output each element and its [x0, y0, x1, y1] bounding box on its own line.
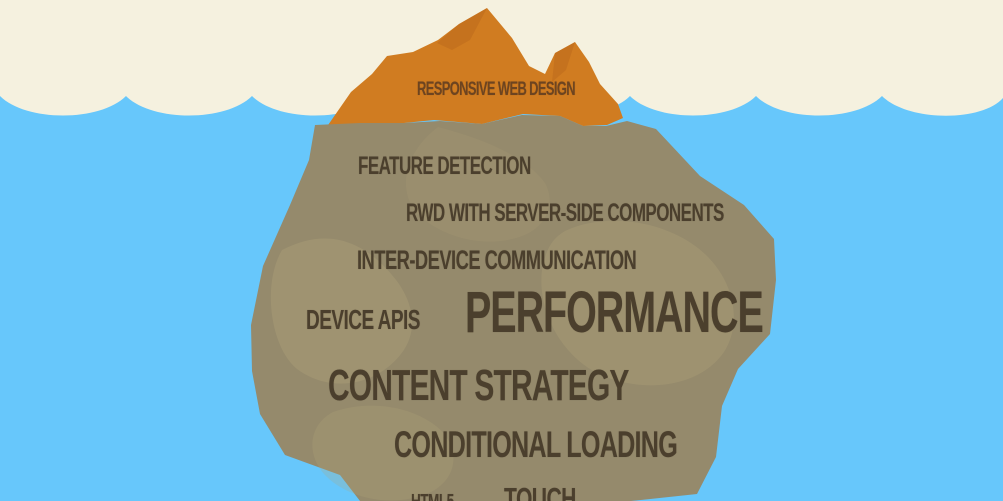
iceberg-layer-rwd-with-server-side-components: RWD WITH SERVER-SIDE COMPONENTS	[406, 199, 724, 227]
iceberg-highlight	[312, 405, 454, 501]
iceberg-highlight	[541, 220, 734, 386]
iceberg-layer-touch: TOUCH	[504, 481, 576, 501]
iceberg-tip-shadow	[437, 8, 575, 82]
iceberg-below-water	[251, 115, 776, 501]
iceberg-layer-content-strategy: CONTENT STRATEGY	[328, 361, 629, 410]
iceberg-layer-html5: HTML5	[411, 492, 454, 501]
iceberg-layer-conditional-loading: CONDITIONAL LOADING	[394, 424, 678, 465]
iceberg-underwater-group	[251, 115, 776, 501]
iceberg-highlight	[405, 127, 550, 242]
iceberg-layer-device-apis: DEVICE APIS	[306, 304, 420, 335]
iceberg-tip-label: RESPONSIVE WEB DESIGN	[417, 79, 576, 100]
iceberg-above-water	[326, 8, 623, 128]
iceberg-layer-performance: PERFORMANCE	[465, 280, 764, 345]
iceberg-layer-feature-detection: FEATURE DETECTION	[358, 152, 531, 180]
iceberg-layer-inter-device-communication: INTER-DEVICE COMMUNICATION	[357, 245, 637, 275]
iceberg-highlight	[270, 238, 413, 384]
